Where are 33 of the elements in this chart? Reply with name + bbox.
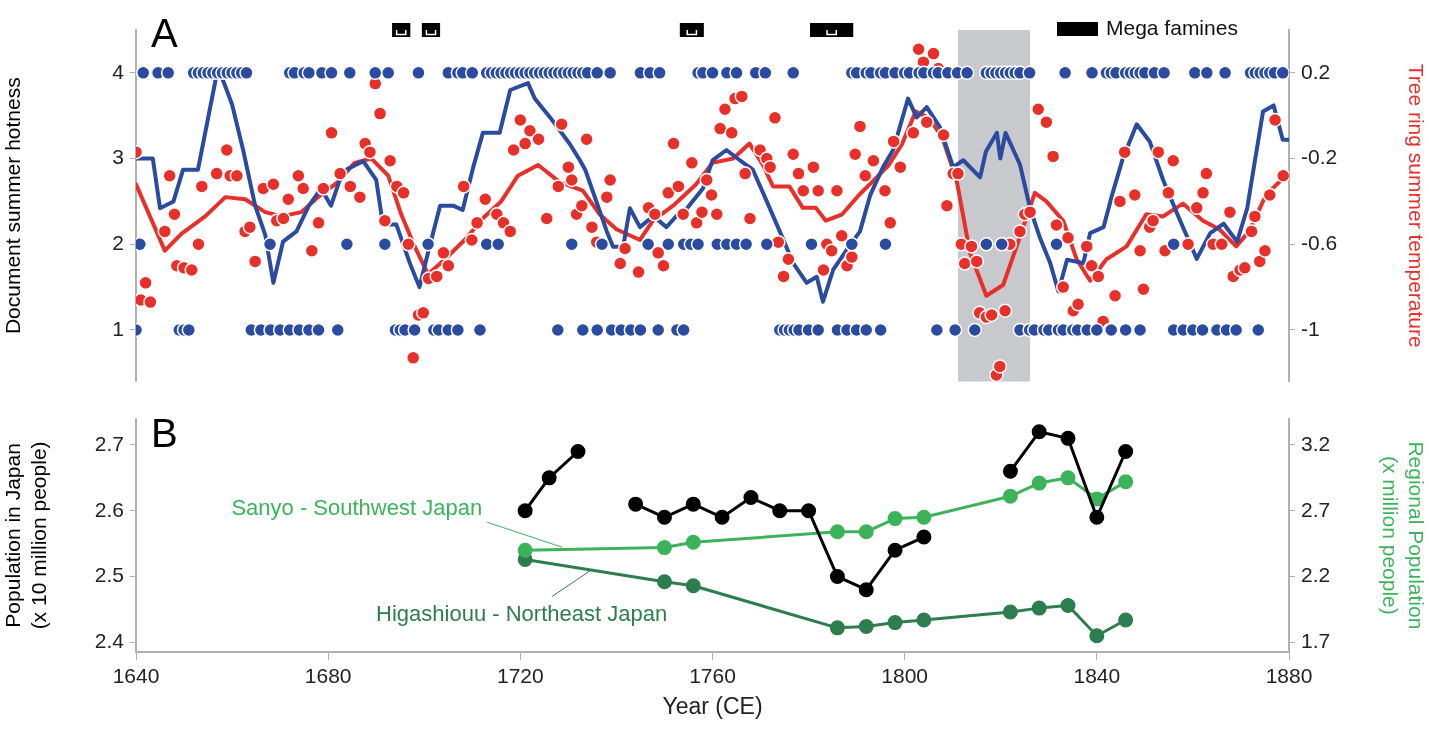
y2-tick-label: -0.2 — [1301, 145, 1338, 169]
y-tick-label: 2.6 — [94, 497, 124, 521]
x-tick-label: 1720 — [496, 663, 544, 687]
y-tick-label: 3 — [112, 145, 124, 169]
y2-tick-label: -1 — [1301, 316, 1320, 340]
text: Sanyo - Southwest Japan — [231, 495, 483, 521]
y2-tick-label: 3.2 — [1301, 431, 1331, 455]
x-tick-label: 1760 — [689, 663, 736, 687]
y-tick-label: 2.7 — [94, 431, 124, 455]
x-tick-label: 1840 — [1073, 663, 1121, 687]
legend-label: Higashiouu - Northeast Japan — [376, 601, 668, 627]
y2-tick-label: 2.7 — [1301, 497, 1331, 521]
x-tick-label: 1680 — [304, 663, 352, 687]
y-tick-label: 2 — [112, 231, 124, 255]
y-tick-label: 4 — [112, 59, 125, 83]
x-tick-label: 1880 — [1265, 663, 1313, 687]
y2-tick-label: -0.6 — [1301, 231, 1338, 255]
x-tick-label: 1640 — [112, 663, 160, 687]
x-tick-label: 1800 — [881, 663, 929, 687]
y-tick-label: 2.4 — [94, 629, 125, 653]
y-tick-label: 2.5 — [94, 563, 124, 587]
chart-title: A — [151, 11, 178, 56]
y-axis-title: Document summer hotness — [1, 77, 25, 335]
x-axis-title: Year (CE) — [662, 692, 763, 719]
y-axis-title: Population in Japan (x 10 million people) — [1, 441, 50, 630]
y2-tick-label: 1.7 — [1301, 629, 1331, 653]
legend-label: Mega famines — [1106, 15, 1238, 39]
y2-tick-label: 0.2 — [1301, 59, 1331, 83]
y2-tick-label: 2.2 — [1301, 563, 1331, 587]
chart-title: B — [151, 411, 178, 456]
y-tick-label: 1 — [112, 316, 124, 340]
y2-axis-title: Regional Population (x million people) — [1379, 441, 1428, 630]
y2-axis-title: Tree ring summer temperature — [1404, 63, 1428, 348]
